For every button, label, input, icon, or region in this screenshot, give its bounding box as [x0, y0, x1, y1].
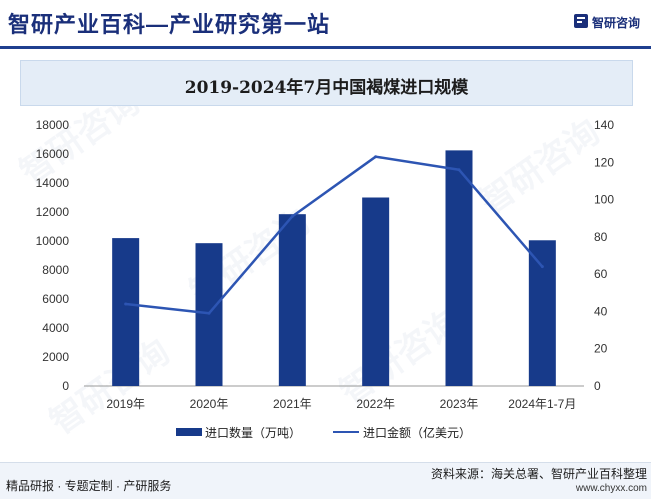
y-left-tick-label: 0	[62, 379, 69, 393]
bar	[445, 150, 473, 386]
y-left-tick-label: 18000	[36, 118, 70, 132]
y-left-tick-label: 2000	[42, 350, 69, 364]
bar	[528, 240, 556, 386]
y-left-tick-label: 16000	[36, 147, 70, 161]
line-point	[540, 265, 544, 269]
x-tick-label: 2020年	[190, 397, 229, 411]
y-left-tick-label: 4000	[42, 321, 69, 335]
footer-services: 精品研报 · 专题定制 · 产研服务	[6, 479, 172, 493]
y-left-tick-label: 6000	[42, 292, 69, 306]
footer-url: www.chyxx.com	[575, 483, 647, 494]
header-title: 智研产业百科—产业研究第一站	[8, 12, 331, 37]
line-point	[374, 155, 378, 159]
line-point	[290, 214, 294, 218]
line-point	[457, 168, 461, 172]
x-tick-label: 2022年	[356, 397, 395, 411]
legend-line-label: 进口金额（亿美元）	[363, 426, 472, 440]
x-tick-label: 2024年1-7月	[508, 397, 576, 411]
y-left-tick-label: 12000	[36, 205, 70, 219]
y-right-tick-label: 140	[594, 118, 614, 132]
footer-source: 资料来源：海关总署、智研产业百科整理	[430, 467, 647, 481]
chart-title-bar: 2019-2024年7月中国褐煤进口规模	[20, 60, 633, 106]
y-left-tick-label: 10000	[36, 234, 70, 248]
page-footer: 精品研报 · 专题定制 · 产研服务 资料来源：海关总署、智研产业百科整理 ww…	[0, 462, 651, 499]
y-right-tick-label: 60	[594, 267, 608, 281]
bar	[278, 214, 306, 386]
x-tick-label: 2019年	[106, 397, 145, 411]
line-point	[207, 311, 211, 315]
legend-bar-label: 进口数量（万吨）	[205, 426, 302, 440]
x-tick-label: 2021年	[273, 397, 312, 411]
line-point	[124, 302, 128, 306]
y-right-tick-label: 0	[594, 379, 601, 393]
y-right-tick-label: 100	[594, 193, 614, 207]
logo-text: 智研咨询	[592, 16, 641, 30]
line-series	[125, 155, 544, 315]
y-right-tick-label: 20	[594, 342, 608, 356]
y-right-tick-label: 40	[594, 304, 608, 318]
x-tick-label: 2023年	[440, 397, 479, 411]
legend-line-swatch	[333, 431, 359, 433]
legend-bar-swatch	[176, 428, 202, 436]
bar	[362, 197, 390, 386]
page-header: 智研产业百科—产业研究第一站 智研咨询	[0, 0, 651, 49]
logo-icon	[574, 14, 588, 28]
y-right-tick-label: 80	[594, 230, 608, 244]
y-left-tick-label: 8000	[42, 263, 69, 277]
chart-title: 2019-2024年7月中国褐煤进口规模	[184, 78, 469, 98]
y-left-tick-label: 14000	[36, 176, 70, 190]
chart-legend: 进口数量（万吨） 进口金额（亿美元）	[0, 423, 651, 440]
bar	[112, 238, 140, 386]
y-right-tick-label: 120	[594, 155, 614, 169]
